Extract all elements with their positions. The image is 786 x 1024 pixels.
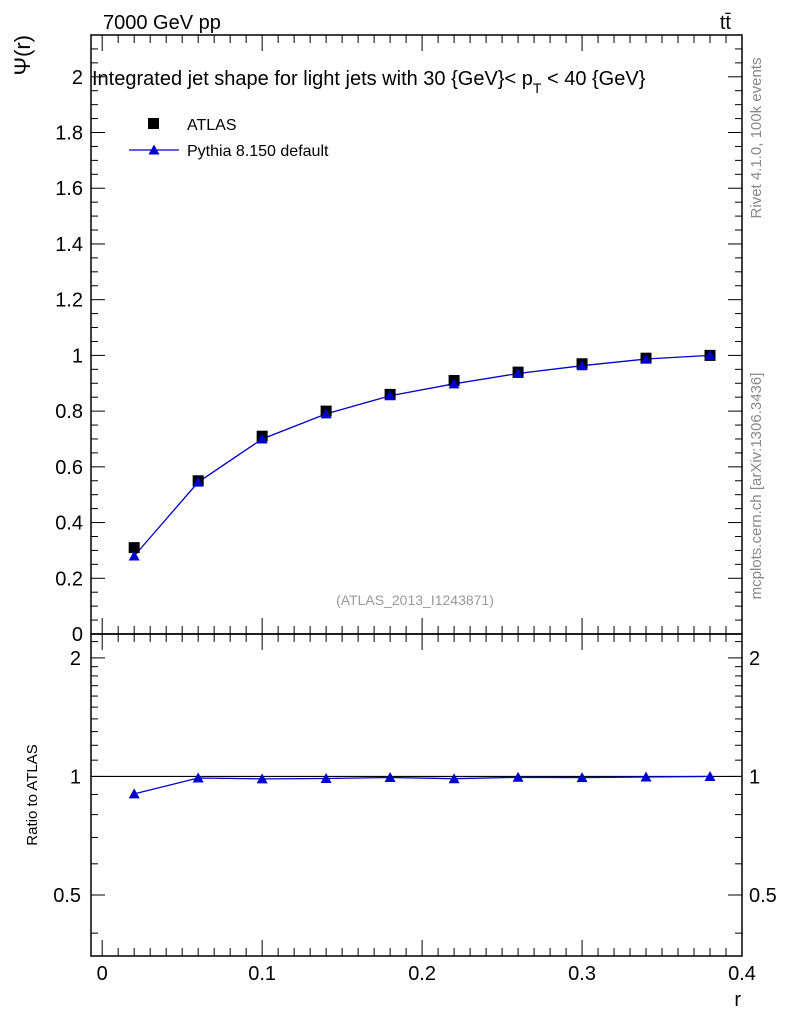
ratio-pythia-point (640, 771, 652, 782)
pythia-data-point (512, 368, 524, 379)
legend-atlas-marker (148, 118, 159, 129)
x-tick-label: 0.4 (728, 963, 756, 985)
ratio-y-axis-label: Ratio to ATLAS (24, 744, 41, 845)
ratio-y-tick-label-left: 0.5 (53, 885, 81, 907)
ratio-pythia-point (512, 771, 524, 782)
x-axis-label: r (734, 989, 741, 1011)
ratio-y-tick-label-left: 2 (70, 648, 81, 670)
legend-pythia-marker (148, 144, 160, 155)
chart-title: Integrated jet shape for light jets with… (92, 68, 646, 96)
x-tick-labels: 0 0.1 0.2 0.3 0.4 (97, 963, 756, 985)
x-tick-label: 0.1 (248, 963, 276, 985)
ratio-y-tick-label-right: 2 (749, 648, 760, 670)
pythia-data-point (128, 550, 140, 561)
main-y-tick-label: 1.4 (55, 234, 83, 256)
main-y-tick-label: 1.6 (55, 178, 83, 200)
x-tick-label: 0.2 (408, 963, 436, 985)
ratio-pythia-point (128, 788, 140, 799)
main-y-tick-labels: 0 0.2 0.4 0.6 0.8 1 1.2 1.4 1.6 1.8 2 (55, 67, 83, 646)
main-y-tick-label: 1 (72, 345, 83, 367)
main-y-tick-label: 0.2 (55, 568, 83, 590)
main-y-tick-label: 0 (72, 624, 83, 646)
ratio-pythia-point (320, 773, 332, 784)
ratio-ticks (91, 634, 743, 956)
ratio-pythia-point (448, 773, 460, 784)
pythia-data-point (640, 353, 652, 364)
ratio-y-tick-label-left: 1 (70, 766, 81, 788)
main-y-tick-label: 2 (72, 67, 83, 89)
x-tick-label: 0.3 (568, 963, 596, 985)
main-y-tick-label: 1.2 (55, 290, 83, 312)
ratio-y-tick-label-right: 1 (749, 766, 760, 788)
ratio-pythia-point (192, 772, 204, 783)
main-y-tick-label: 1.8 (55, 123, 83, 145)
pythia-data-point (256, 433, 268, 444)
ratio-pythia-point (704, 770, 716, 781)
main-ticks (91, 35, 743, 635)
chart-title-subscript: T (533, 80, 542, 96)
rivet-version-label: Rivet 4.1.0, 100k events (748, 58, 765, 219)
ratio-y-tick-label-right: 0.5 (749, 885, 777, 907)
legend: ATLAS Pythia 8.150 default (129, 117, 329, 160)
ratio-pythia-point (576, 772, 588, 783)
legend-pythia-label: Pythia 8.150 default (187, 143, 329, 160)
chart-title-tail: < 40 {GeV} (541, 68, 645, 90)
atlas-data-point (128, 542, 140, 554)
pythia-data-point (576, 360, 588, 371)
pythia-data-point (704, 349, 716, 360)
ratio-panel: 0.5 0.5 1 1 2 2 Ratio to ATLAS (24, 633, 777, 957)
main-y-axis-label: Ψ(r) (10, 35, 35, 75)
main-series (128, 349, 716, 561)
pythia-data-point (448, 378, 460, 389)
ratio-pythia-point (256, 773, 268, 784)
main-y-tick-label: 0.8 (55, 401, 83, 423)
legend-atlas-label: ATLAS (187, 117, 237, 134)
ratio-pythia-curve (134, 775, 711, 795)
pythia-data-point (192, 476, 204, 487)
ratio-y-tick-labels: 0.5 0.5 1 1 2 2 (53, 648, 777, 907)
ratio-pythia-point (384, 771, 396, 782)
ratio-panel-frame (90, 633, 743, 957)
analysis-watermark: (ATLAS_2013_I1243871) (336, 592, 494, 608)
ratio-series (91, 770, 742, 799)
pythia-curve (133, 354, 711, 557)
main-y-tick-label: 0.6 (55, 457, 83, 479)
main-y-tick-label: 0.4 (55, 513, 83, 535)
pythia-data-point (320, 408, 332, 419)
chart-title-main: Integrated jet shape for light jets with… (92, 68, 533, 90)
main-panel: 0 0.2 0.4 0.6 0.8 1 1.2 1.4 1.6 1.8 2 (ATLAS_2013_… (10, 34, 743, 646)
process-label: tt̄ (720, 12, 732, 34)
mcplots-source-label: mcplots.cern.ch [arXiv:1306.3436] (748, 373, 765, 600)
energy-label: 7000 GeV pp (103, 12, 221, 34)
pythia-data-point (384, 390, 396, 401)
x-tick-label: 0 (97, 963, 108, 985)
